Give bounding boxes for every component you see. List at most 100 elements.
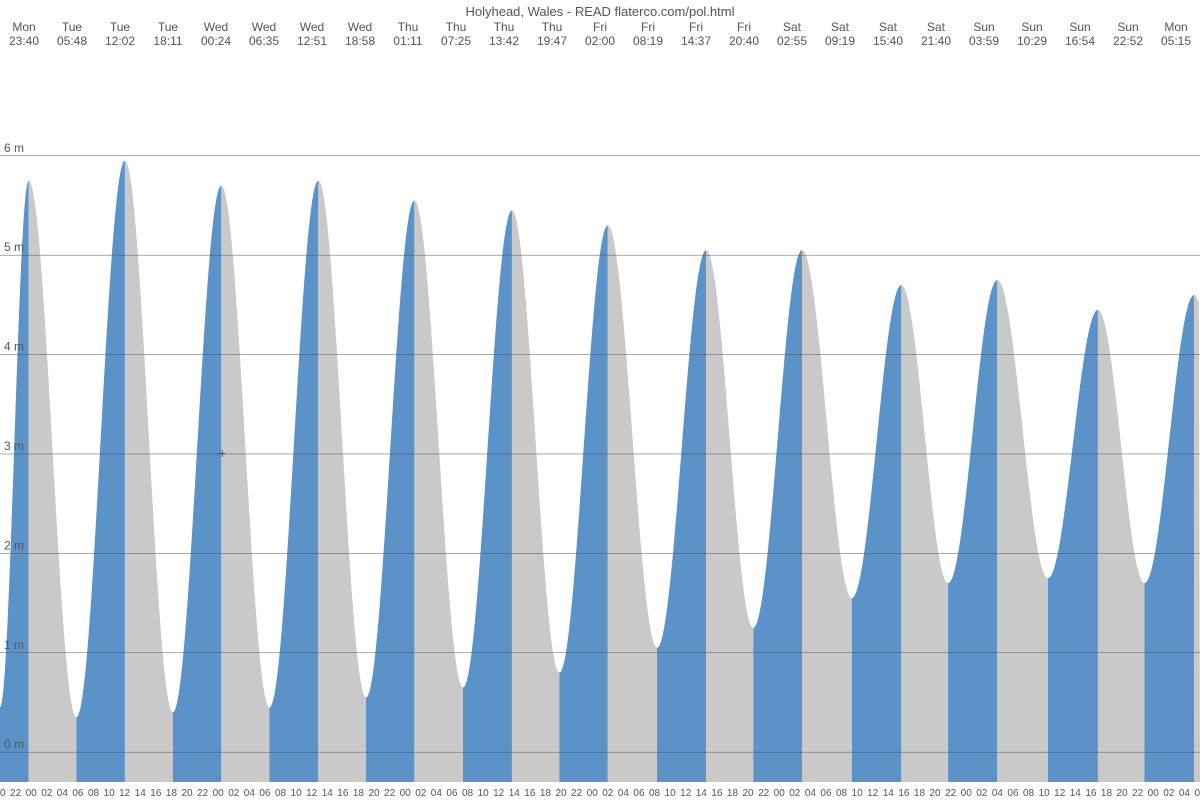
x-tick-label: 22	[1132, 788, 1144, 799]
header-time-cell: Sun 16:54	[1056, 20, 1104, 56]
header-time-cell: Sat 02:55	[768, 20, 816, 56]
x-tick-label: 12	[119, 788, 131, 799]
x-tick-label: 14	[322, 788, 334, 799]
x-tick-label: 20	[181, 788, 193, 799]
header-time-cell: Fri 14:37	[672, 20, 720, 56]
x-tick-label: 16	[711, 788, 723, 799]
x-tick-label: 10	[665, 788, 677, 799]
x-tick-label: 10	[291, 788, 303, 799]
x-tick-label: 14	[696, 788, 708, 799]
x-tick-label: 04	[805, 788, 817, 799]
x-tick-label: 12	[680, 788, 692, 799]
cursor-cross-icon: +	[218, 445, 226, 461]
header-time-cell: Sat 21:40	[912, 20, 960, 56]
x-tick-label: 14	[883, 788, 895, 799]
x-tick-label: 06	[633, 788, 645, 799]
chart-title: Holyhead, Wales - READ flaterco.com/pol.…	[0, 4, 1200, 19]
x-tick-label: 08	[1023, 788, 1035, 799]
x-tick-label: 04	[992, 788, 1004, 799]
x-tick-label: 20	[930, 788, 942, 799]
x-tick-label: 02	[976, 788, 988, 799]
x-tick-label: 22	[10, 788, 22, 799]
header-time-cell: Wed 00:24	[192, 20, 240, 56]
x-tick-label: 08	[836, 788, 848, 799]
y-tick-label: 1 m	[4, 638, 24, 652]
header-time-cell: Sun 03:59	[960, 20, 1008, 56]
x-tick-label: 16	[150, 788, 162, 799]
x-tick-label: 12	[867, 788, 879, 799]
x-tick-label: 06	[446, 788, 458, 799]
x-tick-label: 10	[104, 788, 116, 799]
x-tick-label: 02	[602, 788, 614, 799]
x-tick-label: 06	[72, 788, 84, 799]
header-time-cell: Sat 15:40	[864, 20, 912, 56]
x-tick-label: 16	[1085, 788, 1097, 799]
x-tick-label: 08	[275, 788, 287, 799]
x-tick-label: 00	[774, 788, 786, 799]
header-time-cell: Mon 05:15	[1152, 20, 1200, 56]
x-tick-label: 22	[758, 788, 770, 799]
x-tick-label: 22	[384, 788, 396, 799]
x-tick-label: 04	[244, 788, 256, 799]
header-time-cell: Sun 10:29	[1008, 20, 1056, 56]
x-tick-label: 06	[1007, 788, 1019, 799]
header-time-cell: Thu 07:25	[432, 20, 480, 56]
x-tick-label: 04	[1179, 788, 1191, 799]
x-tick-label: 20	[1117, 788, 1129, 799]
x-tick-label: 02	[789, 788, 801, 799]
y-tick-label: 4 m	[4, 340, 24, 354]
x-tick-label: 00	[961, 788, 973, 799]
header-time-cell: Tue 05:48	[48, 20, 96, 56]
x-tick-label: 10	[478, 788, 490, 799]
header-time-cell: Tue 12:02	[96, 20, 144, 56]
x-tick-label: 20	[742, 788, 754, 799]
x-tick-label: 10	[852, 788, 864, 799]
x-tick-label: 04	[618, 788, 630, 799]
header-time-cell: Thu 19:47	[528, 20, 576, 56]
x-tick-label: 14	[135, 788, 147, 799]
y-tick-label: 6 m	[4, 141, 24, 155]
x-tick-label: 12	[493, 788, 505, 799]
x-tick-label: 16	[524, 788, 536, 799]
x-tick-label: 00	[1148, 788, 1160, 799]
header-time-cell: Tue 18:11	[144, 20, 192, 56]
x-tick-label: 20	[368, 788, 380, 799]
x-tick-label: 18	[353, 788, 365, 799]
header-time-cell: Fri 20:40	[720, 20, 768, 56]
x-tick-label: 06	[259, 788, 271, 799]
x-tick-label: 20	[555, 788, 567, 799]
x-tick-label: 12	[1054, 788, 1066, 799]
x-tick-label: 14	[509, 788, 521, 799]
x-tick-label: 22	[197, 788, 209, 799]
header-time-cell: Sat 09:19	[816, 20, 864, 56]
x-tick-label: 00	[400, 788, 412, 799]
x-tick-label: 22	[571, 788, 583, 799]
x-tick-label: 02	[41, 788, 53, 799]
header-time-cell: Mon 23:40	[0, 20, 48, 56]
x-tick-label: 10	[1039, 788, 1051, 799]
x-tick-label: 02	[415, 788, 427, 799]
y-tick-label: 0 m	[4, 737, 24, 751]
header-time-cell: Wed 06:35	[240, 20, 288, 56]
x-tick-label: 18	[166, 788, 178, 799]
x-tick-label: 20	[0, 788, 6, 799]
x-tick-label: 08	[462, 788, 474, 799]
x-tick-label: 06	[1194, 788, 1200, 799]
header-time-cell: Wed 12:51	[288, 20, 336, 56]
x-tick-label: 18	[727, 788, 739, 799]
x-tick-label: 08	[649, 788, 661, 799]
x-tick-label: 12	[306, 788, 318, 799]
tide-plot-svg: 0 m1 m2 m3 m4 m5 m6 m+202200020406081012…	[0, 56, 1200, 800]
x-tick-label: 06	[820, 788, 832, 799]
header-time-cell: Sun 22:52	[1104, 20, 1152, 56]
x-tick-label: 02	[228, 788, 240, 799]
x-tick-label: 00	[213, 788, 225, 799]
x-tick-label: 04	[57, 788, 69, 799]
header-time-cell: Thu 01:11	[384, 20, 432, 56]
x-tick-label: 18	[914, 788, 926, 799]
x-tick-label: 04	[431, 788, 443, 799]
tide-chart: Holyhead, Wales - READ flaterco.com/pol.…	[0, 0, 1200, 800]
x-tick-label: 16	[337, 788, 349, 799]
header-time-cell: Fri 02:00	[576, 20, 624, 56]
y-tick-label: 5 m	[4, 240, 24, 254]
